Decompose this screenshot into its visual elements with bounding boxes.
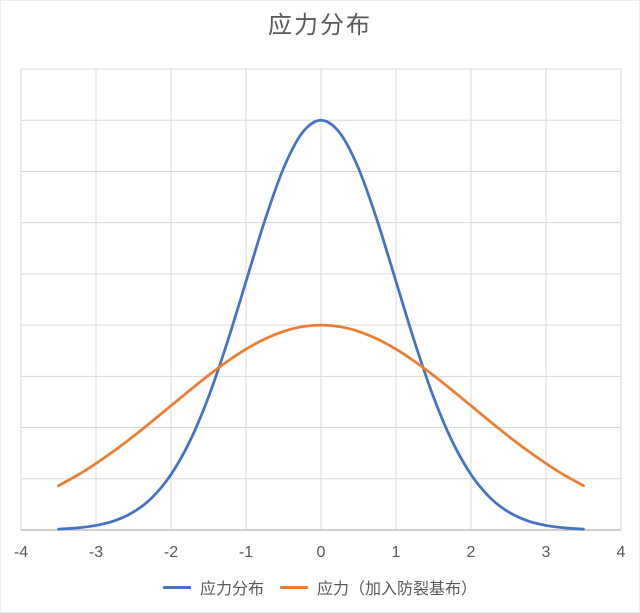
legend-label-stress: 应力分布 [199,581,264,598]
legend-item-stress: 应力分布 [162,575,264,599]
legend-swatch-blue-line [162,585,191,589]
gridlines [20,68,622,531]
x-axis-tick-labels: -4 -3 -2 -1 0 1 2 3 4 [14,544,626,561]
x-tick-label: -2 [164,544,178,561]
x-tick-label: 4 [617,544,626,561]
x-tick-label: 2 [467,544,476,561]
legend-item-stress-with-fabric: 应力（加入防裂基布） [280,575,477,599]
x-tick-label: -1 [239,544,253,561]
x-tick-label: -3 [89,544,103,561]
x-tick-label: 1 [392,544,401,561]
x-tick-label: -4 [14,544,28,561]
legend-label-stress-with-fabric: 应力（加入防裂基布） [317,581,478,598]
legend-swatch-orange-line [280,585,308,589]
chart-title: 应力分布 [268,12,372,39]
x-tick-label: 0 [317,544,326,561]
legend: 应力分布 应力（加入防裂基布） [1,575,639,599]
series-curves [57,118,585,531]
series-line-1 [57,323,585,488]
x-tick-label: 3 [542,544,551,561]
series-line-0 [57,118,585,531]
